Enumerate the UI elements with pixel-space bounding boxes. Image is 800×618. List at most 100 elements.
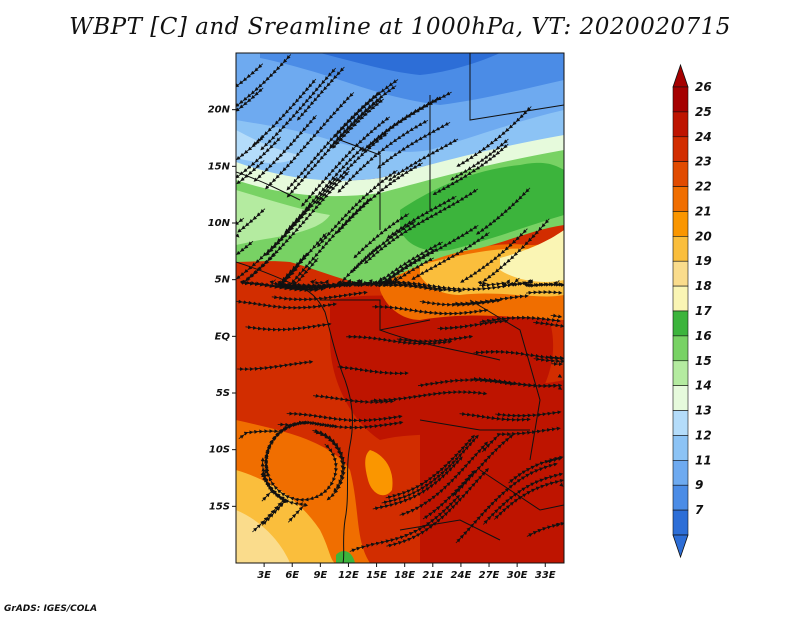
streamline [475, 187, 531, 235]
map-title: WBPT [C] and Sreamline at 1000hPa, VT: 2… [69, 14, 731, 40]
longitude-label: 18E [394, 570, 415, 581]
streamline [237, 360, 314, 372]
longitude-label: 9E [313, 570, 327, 581]
colorbar-label: 15 [695, 354, 712, 368]
longitude-axis: 3E 6E 9E 12E 15E 18E 21E 24E 27E 30E 33E [257, 563, 556, 581]
streamline [422, 470, 476, 520]
temperature-colorbar: 26 25 24 23 22 21 20 19 18 17 16 15 14 13 12 11 9 7 [672, 63, 712, 559]
colorbar-label: 22 [695, 180, 712, 194]
colorbar-cell [672, 236, 689, 262]
latitude-axis: 20N 15N 10N 5N EQ 5S 10S 15S [208, 105, 236, 512]
streamline [481, 426, 561, 453]
colorbar-cell [672, 310, 689, 337]
colorbar-cell [672, 460, 689, 486]
streamline [237, 208, 266, 233]
country-borders [236, 53, 564, 563]
streamline [460, 228, 528, 283]
streamline [312, 428, 347, 501]
streamline [286, 411, 403, 423]
colorbar-cell [672, 509, 689, 536]
colorbar-cell [672, 86, 689, 113]
streamline [337, 365, 409, 376]
longitude-label: 21E [422, 570, 443, 581]
wbpt-map [236, 53, 564, 563]
longitude-label: 30E [507, 570, 528, 581]
streamline [236, 299, 337, 310]
temperature-zone-7 [320, 53, 500, 75]
colorbar-label: 12 [695, 428, 712, 442]
streamline [546, 456, 563, 464]
colorbar-label: 25 [695, 105, 712, 119]
latitude-label: 15S [209, 501, 230, 512]
streamline [336, 162, 423, 234]
colorbar-cell [672, 410, 689, 436]
colorbar-label: 7 [695, 503, 704, 517]
streamline [417, 377, 514, 388]
colorbar-cell [672, 111, 689, 138]
colorbar-label: 19 [695, 254, 712, 268]
streamline [509, 277, 564, 288]
colorbar-label: 17 [695, 304, 712, 318]
colorbar-cell [672, 161, 689, 187]
streamline [277, 420, 404, 430]
streamline [525, 290, 563, 295]
streamline [239, 245, 319, 293]
colorbar-label: 20 [695, 229, 712, 243]
streamline [459, 411, 531, 422]
colorbar-cell [672, 335, 689, 362]
colorbar-label: 23 [695, 155, 712, 169]
temperature-zone-9 [260, 53, 564, 105]
latitude-label: EQ [215, 331, 231, 342]
temperature-spot-17 [336, 551, 355, 563]
streamline [452, 294, 529, 306]
colorbar-cell [672, 285, 689, 312]
streamline [473, 349, 564, 361]
colorbar-label: 11 [695, 453, 712, 467]
colorbar-label: 9 [695, 478, 703, 492]
latitude-label: 5S [216, 388, 230, 399]
longitude-label: 12E [338, 570, 359, 581]
streamline [346, 334, 453, 346]
colorbar-cell [672, 484, 689, 511]
latitude-label: 10S [209, 445, 230, 456]
colorbar-cell [672, 385, 689, 411]
streamline [456, 106, 532, 167]
colorbar-cell [672, 435, 689, 461]
colorbar-cell [672, 136, 689, 162]
latitude-label: 10N [208, 218, 231, 229]
longitude-label: 24E [451, 570, 472, 581]
streamline [265, 176, 338, 256]
streamline [373, 241, 443, 288]
colorbar-cell [672, 360, 689, 386]
latitude-label: 15N [208, 161, 231, 172]
colorbar-over-arrow [672, 63, 689, 88]
streamline [271, 290, 368, 302]
longitude-label: 15E [366, 570, 387, 581]
longitude-label: 33E [535, 570, 556, 581]
streamline [371, 390, 488, 403]
colorbar-label: 14 [695, 379, 712, 393]
longitude-label: 6E [285, 570, 299, 581]
streamline [245, 322, 332, 332]
grads-credit: GrADS: IGES/COLA [4, 604, 98, 614]
streamline [236, 54, 292, 107]
colorbar-cell [672, 186, 689, 212]
colorbar-label: 13 [695, 404, 712, 418]
colorbar-cell [672, 211, 689, 237]
colorbar-label: 21 [695, 204, 712, 218]
colorbar-label: 26 [695, 80, 712, 94]
colorbar-label: 18 [695, 279, 712, 293]
streamline [253, 114, 317, 182]
streamline [372, 304, 489, 316]
streamline [547, 355, 564, 360]
latitude-label: 5N [215, 275, 231, 286]
colorbar-label: 16 [695, 329, 712, 343]
streamline [261, 445, 309, 523]
temperature-zone-19 [236, 510, 290, 563]
colorbar-under-arrow [672, 534, 689, 559]
longitude-label: 27E [479, 570, 500, 581]
colorbar-label: 24 [695, 130, 712, 144]
latitude-label: 20N [208, 105, 231, 116]
longitude-label: 3E [257, 570, 271, 581]
